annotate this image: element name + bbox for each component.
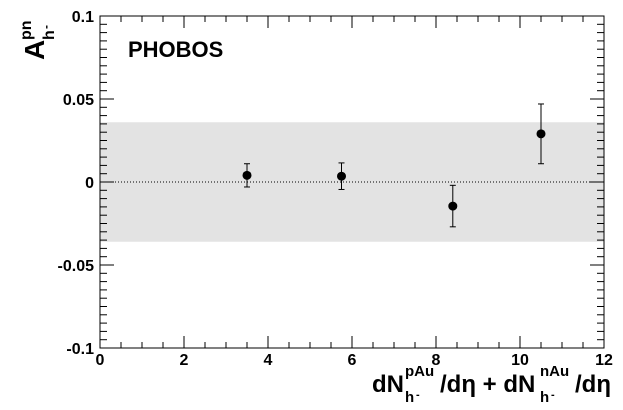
y-tick-label: -0.1	[66, 341, 94, 358]
y-tick-label: -0.05	[58, 258, 95, 275]
x-label-sup2: nAu	[540, 363, 569, 380]
data-point	[448, 184, 458, 228]
tick-marks	[99, 15, 605, 349]
y-tick-labels: 0.1 0.05 0 -0.05 -0.1	[58, 9, 95, 358]
point-marker	[242, 170, 252, 180]
y-axis-label: A pn h -	[18, 20, 58, 60]
x-label-subsup1: -	[416, 389, 420, 401]
y-label-sub: h	[41, 30, 58, 40]
x-label-dn1: dN	[372, 371, 404, 398]
point-marker	[536, 129, 546, 139]
data-point	[337, 162, 346, 190]
x-tick-label: 12	[595, 352, 613, 369]
point-marker	[337, 171, 346, 181]
data-points	[242, 103, 546, 228]
x-label-sub2: h	[540, 389, 549, 406]
x-tick-label: 0	[96, 352, 105, 369]
x-tick-label: 8	[432, 352, 441, 369]
y-label-sup: pn	[18, 20, 35, 40]
y-label-subsup: -	[39, 25, 53, 29]
y-tick-label: 0	[85, 175, 94, 192]
x-tick-label: 6	[348, 352, 357, 369]
y-tick-label: 0.1	[72, 9, 94, 26]
chart-annotation: PHOBOS	[128, 37, 223, 62]
y-label-base: A	[19, 40, 50, 60]
x-tick-labels: 0 2 4 6 8 10 12	[96, 352, 613, 369]
x-tick-label: 10	[511, 352, 529, 369]
x-axis-label: dN pAu h - /dη + dN nAu h - /dη	[372, 363, 611, 406]
y-tick-label: 0.05	[63, 92, 94, 109]
x-label-subsup2: -	[551, 389, 555, 401]
x-tick-label: 2	[180, 352, 189, 369]
x-label-sup1: pAu	[405, 363, 434, 380]
data-point	[242, 163, 252, 188]
x-label-end: /dη	[575, 371, 611, 398]
x-label-sub1: h	[405, 389, 414, 406]
x-tick-label: 4	[264, 352, 273, 369]
data-point	[536, 103, 546, 165]
point-marker	[448, 201, 458, 211]
x-label-mid: /dη + dN	[440, 371, 535, 398]
